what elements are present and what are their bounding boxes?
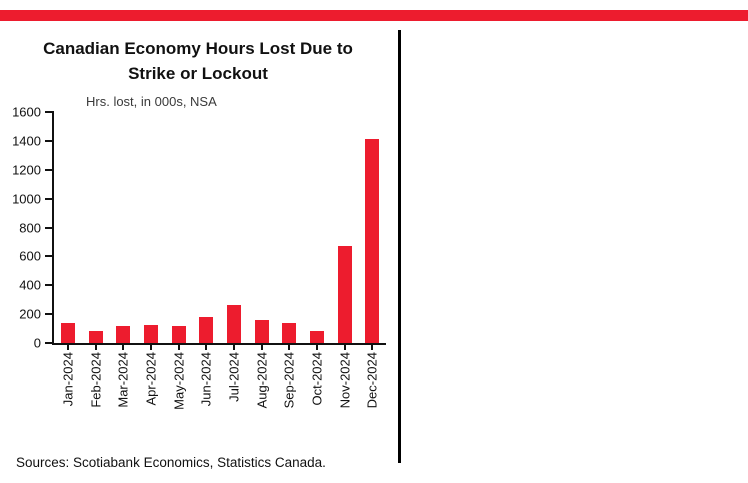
bar: [60, 323, 75, 343]
x-tick-label: Jul-2024: [226, 352, 242, 402]
bar: [337, 246, 352, 343]
y-tick-label: 0: [33, 335, 41, 351]
chart-plot-row: 0 200 400 600 800 1000 1200 1400 1600: [8, 105, 386, 351]
x-axis-spacer: [8, 345, 52, 445]
bar: [254, 320, 269, 343]
y-tick-label: 600: [19, 248, 41, 264]
bar: [282, 323, 297, 343]
vertical-divider: [398, 30, 401, 463]
y-tick: [45, 313, 54, 316]
x-tick-label: May-2024: [171, 352, 186, 410]
y-tick: [45, 226, 54, 229]
y-tick-label: 1000: [12, 191, 41, 207]
x-tick: [177, 345, 180, 350]
chart-subtitle: Hrs. lost, in 000s, NSA: [86, 94, 217, 109]
chart-title-line1: Canadian Economy Hours Lost Due to: [43, 39, 353, 58]
y-tick: [45, 284, 54, 287]
x-tick: [343, 345, 346, 350]
x-tick-label: Jan-2024: [60, 352, 76, 407]
x-tick: [205, 345, 208, 350]
y-tick: [45, 342, 54, 344]
brand-top-strip: [0, 10, 748, 21]
y-tick-label: 1200: [12, 162, 41, 178]
plot-area: [45, 111, 386, 345]
chart-xaxis-row: Jan-2024 Feb-2024 Mar-2024 Apr-2024 May-2024…: [8, 345, 386, 445]
bar: [309, 331, 324, 343]
bar: [143, 325, 158, 343]
x-tick-label: Mar-2024: [115, 352, 131, 408]
bar: [226, 305, 241, 343]
x-tick-label: Feb-2024: [88, 352, 103, 408]
y-tick: [45, 255, 54, 258]
x-tick-label: Oct-2024: [309, 352, 325, 406]
y-tick-label: 200: [19, 306, 41, 322]
bar: [171, 326, 186, 343]
x-tick-label: Aug-2024: [254, 352, 269, 409]
x-tick: [149, 345, 152, 350]
y-tick: [45, 111, 54, 113]
bar: [365, 139, 380, 343]
y-tick: [45, 168, 54, 171]
bar: [88, 331, 103, 343]
x-tick-label: Dec-2024: [364, 352, 380, 409]
chart-panel: Canadian Economy Hours Lost Due to Strik…: [0, 30, 396, 445]
x-tick-label: Nov-2024: [337, 352, 352, 409]
x-tick: [66, 345, 69, 350]
chart-title-line2: Strike or Lockout: [128, 64, 268, 83]
x-tick-label: Sep-2024: [281, 352, 297, 409]
y-tick-label: 800: [19, 220, 41, 235]
x-tick-label: Apr-2024: [143, 352, 159, 406]
x-axis-labels: Jan-2024 Feb-2024 Mar-2024 Apr-2024 May-2024…: [52, 345, 386, 445]
y-axis-labels: 0 200 400 600 800 1000 1200 1400 1600: [8, 105, 52, 351]
x-tick: [232, 345, 235, 350]
y-tick: [45, 197, 54, 200]
bar: [199, 317, 214, 343]
x-tick: [122, 345, 125, 350]
x-tick: [260, 345, 263, 350]
x-tick: [371, 345, 374, 350]
x-tick: [94, 345, 97, 350]
y-tick-label: 1600: [12, 104, 41, 120]
y-tick-label: 1400: [12, 133, 41, 149]
y-tick-label: 400: [19, 277, 41, 293]
chart-title: Canadian Economy Hours Lost Due to Strik…: [8, 36, 388, 86]
x-tick: [288, 345, 291, 350]
x-tick: [315, 345, 318, 350]
bar: [116, 326, 131, 343]
x-tick-label: Jun-2024: [198, 352, 214, 407]
y-tick: [45, 139, 54, 142]
source-note: Sources: Scotiabank Economics, Statistic…: [16, 455, 326, 470]
